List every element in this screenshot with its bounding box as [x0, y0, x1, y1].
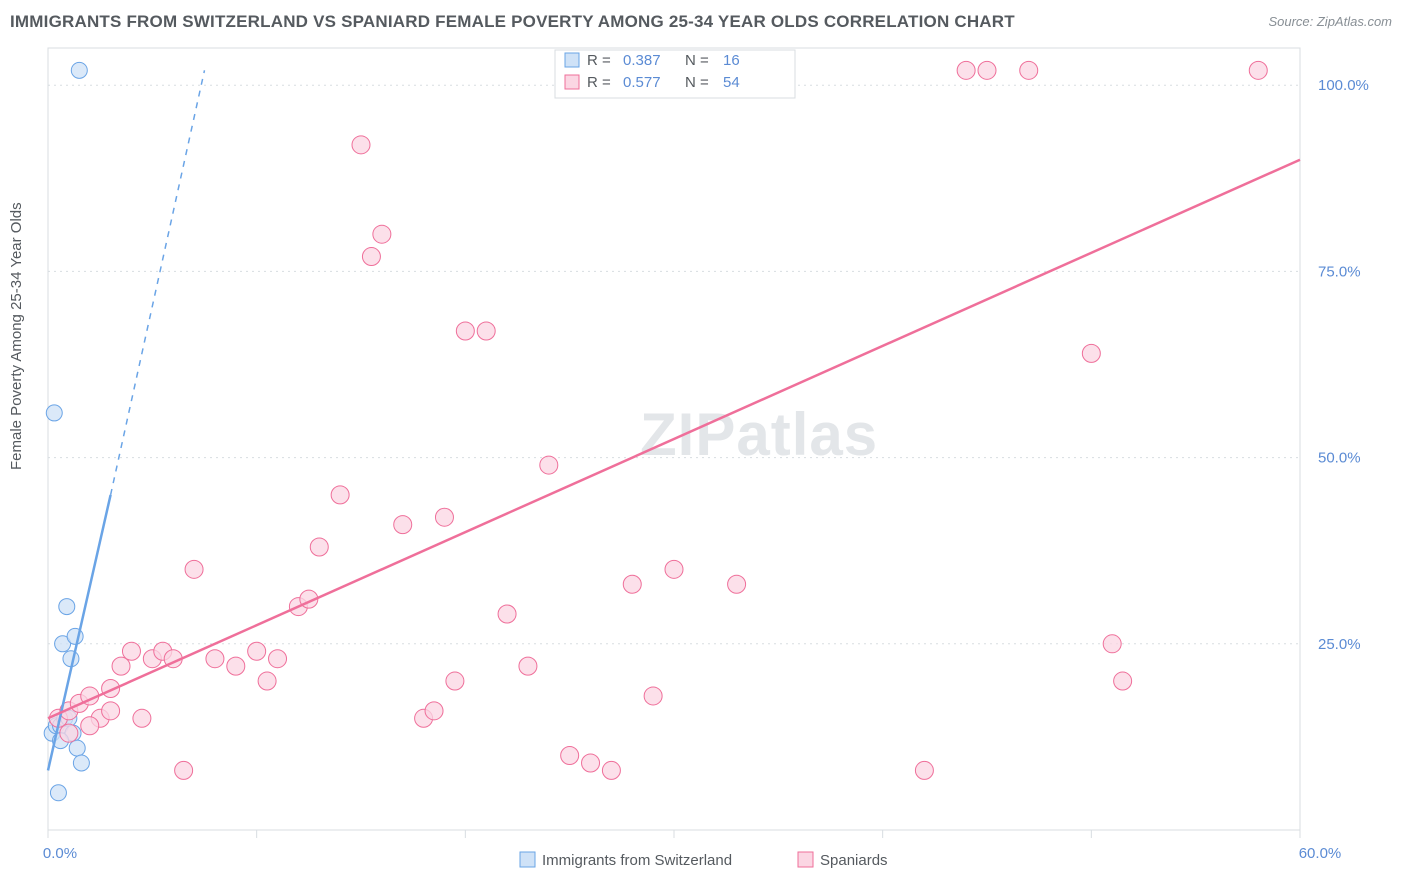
svg-text:0.387: 0.387: [623, 52, 661, 69]
svg-text:50.0%: 50.0%: [1318, 450, 1361, 467]
svg-text:R =: R =: [587, 52, 611, 69]
svg-text:75.0%: 75.0%: [1318, 263, 1361, 280]
svg-text:0.0%: 0.0%: [43, 845, 77, 862]
svg-text:100.0%: 100.0%: [1318, 77, 1369, 94]
svg-text:R =: R =: [587, 74, 611, 91]
correlation-chart: 25.0% 50.0% 75.0% 100.0% 0.0% 60.0% R = 0.387 N …: [0, 0, 1406, 892]
svg-text:16: 16: [723, 52, 740, 69]
svg-text:0.577: 0.577: [623, 74, 661, 91]
svg-text:N =: N =: [685, 52, 709, 69]
svg-text:25.0%: 25.0%: [1318, 636, 1361, 653]
svg-text:N =: N =: [685, 74, 709, 91]
svg-text:60.0%: 60.0%: [1299, 845, 1342, 862]
svg-text:Immigrants from Switzerland: Immigrants from Switzerland: [542, 852, 732, 869]
svg-text:Spaniards: Spaniards: [820, 852, 888, 869]
svg-text:54: 54: [723, 74, 740, 91]
